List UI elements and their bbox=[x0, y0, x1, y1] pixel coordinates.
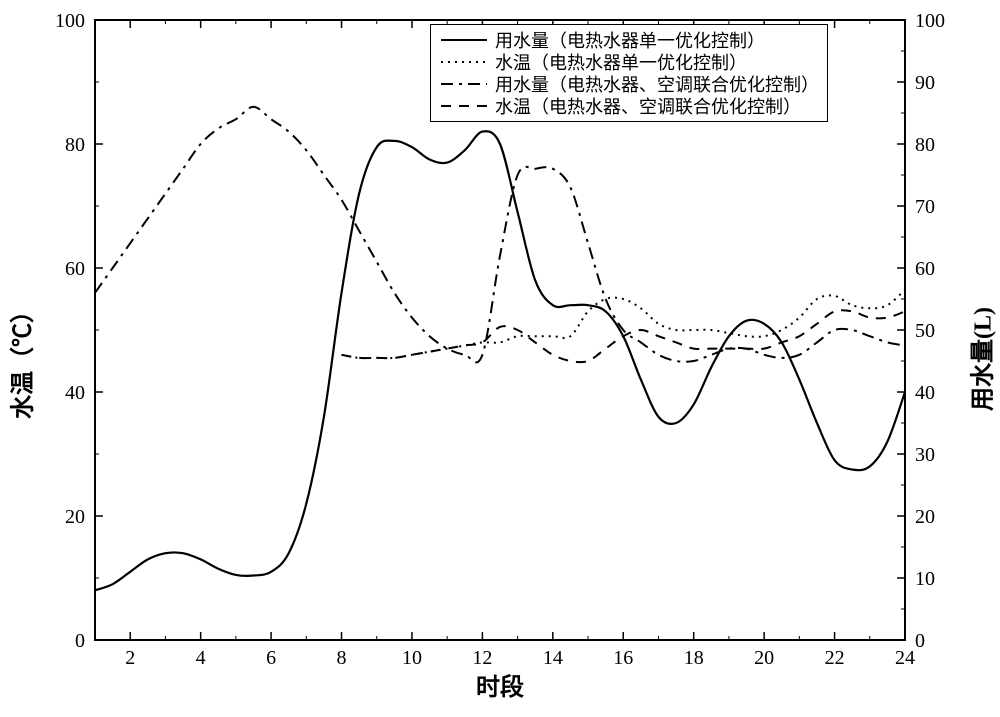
svg-text:20: 20 bbox=[754, 647, 774, 669]
x-axis-label: 时段 bbox=[476, 667, 524, 702]
svg-text:6: 6 bbox=[266, 647, 276, 669]
svg-text:12: 12 bbox=[472, 647, 492, 669]
y-right-axis-label: 用水量(L) bbox=[963, 307, 998, 411]
svg-text:60: 60 bbox=[65, 258, 85, 280]
svg-text:20: 20 bbox=[65, 506, 85, 528]
svg-text:100: 100 bbox=[55, 10, 85, 32]
svg-text:18: 18 bbox=[684, 647, 704, 669]
svg-text:10: 10 bbox=[915, 568, 935, 590]
legend-swatch bbox=[439, 74, 489, 94]
svg-text:100: 100 bbox=[915, 10, 945, 32]
series-line bbox=[95, 131, 905, 590]
svg-text:40: 40 bbox=[65, 382, 85, 404]
legend-label: 水温（电热水器、空调联合优化控制） bbox=[495, 93, 801, 119]
svg-text:2: 2 bbox=[125, 647, 135, 669]
svg-text:0: 0 bbox=[75, 630, 85, 652]
svg-text:14: 14 bbox=[543, 647, 563, 669]
legend-item: 水温（电热水器单一优化控制） bbox=[439, 51, 819, 73]
svg-text:60: 60 bbox=[915, 258, 935, 280]
svg-text:24: 24 bbox=[895, 647, 915, 669]
svg-text:50: 50 bbox=[915, 320, 935, 342]
svg-text:40: 40 bbox=[915, 382, 935, 404]
series-line bbox=[342, 290, 905, 358]
svg-text:8: 8 bbox=[337, 647, 347, 669]
svg-text:20: 20 bbox=[915, 506, 935, 528]
legend: 用水量（电热水器单一优化控制）水温（电热水器单一优化控制）用水量（电热水器、空调… bbox=[430, 24, 828, 122]
legend-item: 用水量（电热水器单一优化控制） bbox=[439, 29, 819, 51]
svg-text:80: 80 bbox=[915, 134, 935, 156]
legend-swatch bbox=[439, 30, 489, 50]
legend-item: 用水量（电热水器、空调联合优化控制） bbox=[439, 73, 819, 95]
svg-text:10: 10 bbox=[402, 647, 422, 669]
chart-container: 2468101214161820222402040608010001020304… bbox=[0, 0, 1000, 717]
y-left-axis-label: 水温（℃） bbox=[3, 299, 38, 419]
svg-text:30: 30 bbox=[915, 444, 935, 466]
legend-swatch bbox=[439, 96, 489, 116]
svg-text:0: 0 bbox=[915, 630, 925, 652]
svg-text:90: 90 bbox=[915, 72, 935, 94]
legend-swatch bbox=[439, 52, 489, 72]
svg-text:22: 22 bbox=[825, 647, 845, 669]
svg-text:16: 16 bbox=[613, 647, 633, 669]
legend-item: 水温（电热水器、空调联合优化控制） bbox=[439, 95, 819, 117]
series-line bbox=[342, 310, 905, 362]
svg-text:4: 4 bbox=[196, 647, 206, 669]
svg-text:70: 70 bbox=[915, 196, 935, 218]
svg-text:80: 80 bbox=[65, 134, 85, 156]
